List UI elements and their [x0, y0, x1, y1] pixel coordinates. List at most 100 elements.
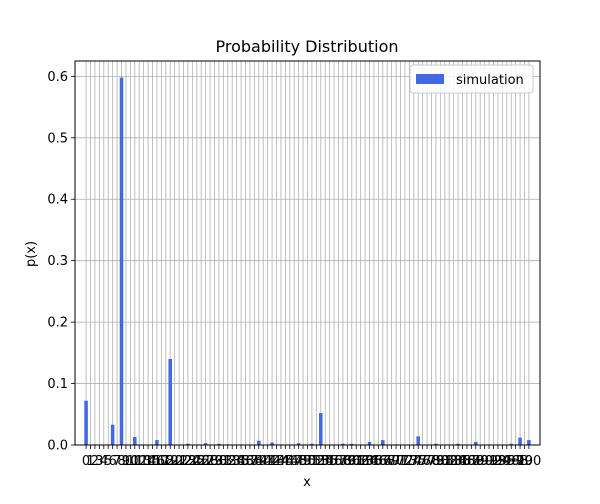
x-tick-label: 96 [503, 454, 520, 469]
x-tick-label: 35 [233, 454, 250, 469]
x-tick-label: 91 [481, 454, 498, 469]
legend-swatch [416, 74, 444, 84]
x-tick-label: 30 [211, 454, 228, 469]
x-tick-label: 52 [308, 454, 325, 469]
legend-frame [409, 64, 534, 94]
x-tick-label: 75 [410, 454, 427, 469]
y-tick-label: 0.4 [47, 193, 68, 208]
x-tick-label: 46 [282, 454, 299, 469]
x-tick-label: 57 [330, 454, 347, 469]
x-tick-label: 81 [437, 454, 454, 469]
x-tick-label: 69 [383, 454, 400, 469]
x-tick-label: 74 [406, 454, 423, 469]
x-tick-label: 86 [459, 454, 476, 469]
x-tick-label: 26 [193, 454, 210, 469]
x-tick-label: 79 [428, 454, 445, 469]
x-tick-label: 43 [268, 454, 285, 469]
bar [203, 443, 208, 445]
x-tick-label: 89 [472, 454, 489, 469]
x-tick-label: 42 [264, 454, 281, 469]
bar [296, 443, 301, 445]
chart-title: Probability Distribution [215, 37, 398, 56]
x-tick-label: 92 [485, 454, 502, 469]
x-axis-label: x [303, 475, 311, 490]
x-tick-label: 44 [273, 454, 290, 469]
y-axis: 0.0 0.1 0.2 0.3 0.4 0.5 0.6 [47, 70, 75, 454]
x-tick-label: 77 [419, 454, 436, 469]
x-tick-label: 99 [516, 454, 533, 469]
x-tick-label: 37 [242, 454, 259, 469]
x-tick-label: 18 [158, 454, 175, 469]
y-tick-label: 0.6 [47, 70, 68, 85]
x-tick-label: 12 [131, 454, 148, 469]
y-tick-label: 0.1 [47, 377, 68, 392]
bar [518, 437, 522, 445]
y-axis-label: p(x) [24, 241, 39, 267]
x-tick-label: 16 [149, 454, 166, 469]
x-tick-label: 15 [144, 454, 161, 469]
bar [319, 413, 323, 445]
bar [217, 443, 221, 445]
x-axis: 0123456789101112131415161718192021222324… [82, 445, 541, 469]
bar [474, 441, 478, 445]
x-tick-label: 28 [202, 454, 219, 469]
x-tick-label: 68 [379, 454, 396, 469]
bar [341, 443, 345, 445]
x-tick-label: 22 [175, 454, 192, 469]
x-tick-label: 56 [326, 454, 343, 469]
x-tick-label: 3 [95, 454, 103, 469]
y-tick-label: 0.3 [47, 254, 68, 269]
x-tick-label: 95 [499, 454, 516, 469]
x-tick-label: 60 [344, 454, 361, 469]
x-tick-label: 21 [171, 454, 188, 469]
x-tick-label: 7 [113, 454, 121, 469]
bar [110, 424, 115, 445]
x-tick-label: 55 [321, 454, 338, 469]
x-tick-label: 85 [454, 454, 471, 469]
x-tick-label: 41 [259, 454, 276, 469]
x-tick-label: 87 [463, 454, 480, 469]
legend: simulation [409, 64, 534, 94]
x-tick-label: 71 [392, 454, 409, 469]
x-tick-label: 78 [423, 454, 440, 469]
x-tick-label: 14 [140, 454, 157, 469]
bar [310, 443, 314, 445]
x-tick-label: 61 [348, 454, 365, 469]
x-tick-label: 64 [361, 454, 378, 469]
x-tick-label: 25 [189, 454, 206, 469]
y-tick-label: 0.0 [47, 439, 68, 454]
x-tick-label: 94 [494, 454, 511, 469]
x-tick-label: 2 [91, 454, 99, 469]
x-tick-label: 17 [153, 454, 170, 469]
bar [155, 440, 159, 445]
bar [133, 437, 137, 445]
x-tick-label: 24 [184, 454, 201, 469]
x-tick-label: 19 [162, 454, 179, 469]
bar [168, 358, 172, 445]
x-tick-label: 8 [117, 454, 125, 469]
x-tick-label: 62 [352, 454, 369, 469]
bar [434, 443, 438, 445]
x-tick-label: 29 [206, 454, 223, 469]
x-tick-label: 27 [197, 454, 214, 469]
x-tick-label: 76 [414, 454, 431, 469]
x-tick-label: 66 [370, 454, 387, 469]
x-tick-label: 32 [220, 454, 237, 469]
bar [381, 440, 385, 445]
x-tick-label: 34 [228, 454, 245, 469]
y-tick-label: 0.2 [47, 316, 68, 331]
x-tick-label: 65 [366, 454, 383, 469]
x-tick-label: 67 [375, 454, 392, 469]
x-tick-label: 84 [450, 454, 467, 469]
x-tick-label: 100 [517, 454, 542, 469]
x-tick-label: 47 [286, 454, 303, 469]
bars [84, 77, 531, 445]
x-tick-label: 59 [339, 454, 356, 469]
x-tick-label: 40 [255, 454, 272, 469]
x-tick-label: 63 [357, 454, 374, 469]
bar [509, 443, 513, 445]
bar [257, 440, 261, 445]
x-tick-label: 39 [251, 454, 268, 469]
bar [527, 440, 531, 445]
